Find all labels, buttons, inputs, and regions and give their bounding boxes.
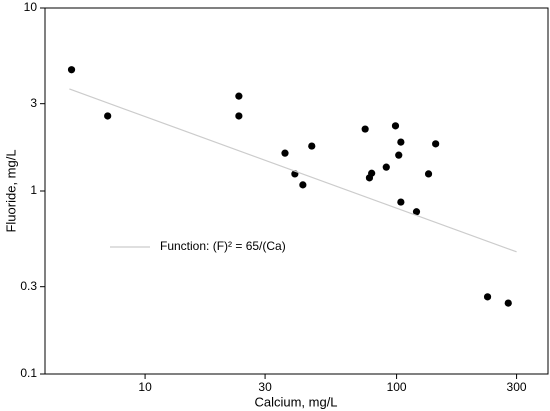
function-line xyxy=(69,88,517,253)
x-tick-label: 30 xyxy=(258,380,272,394)
point xyxy=(395,151,403,159)
point xyxy=(397,138,405,146)
legend-label: Function: (F)² = 65/(Ca) xyxy=(160,239,286,253)
point xyxy=(281,149,289,157)
y-tick-label: 10 xyxy=(24,0,38,14)
point xyxy=(412,208,421,216)
x-tick-label: 10 xyxy=(138,380,152,394)
point xyxy=(235,112,243,120)
y-tick-label: 3 xyxy=(30,96,37,110)
x-tick-label: 300 xyxy=(507,380,527,394)
point xyxy=(397,198,405,206)
point xyxy=(504,299,512,307)
y-tick-label: 1 xyxy=(30,183,37,197)
y-tick-label: 0.3 xyxy=(20,279,37,293)
point xyxy=(308,142,316,150)
x-axis-title: Calcium, mg/L xyxy=(254,394,337,409)
point xyxy=(391,122,400,130)
point xyxy=(432,140,440,148)
point xyxy=(382,163,390,171)
y-axis-title: Fluoride, mg/L xyxy=(3,149,18,232)
point xyxy=(104,112,112,120)
y-tick-label: 0.1 xyxy=(20,366,37,380)
point xyxy=(361,125,369,133)
point xyxy=(299,181,307,189)
plot-frame xyxy=(44,7,549,375)
point xyxy=(424,170,433,178)
point xyxy=(368,169,376,177)
point xyxy=(483,293,492,301)
point xyxy=(67,66,76,74)
x-tick-label: 100 xyxy=(387,380,407,394)
point xyxy=(235,92,243,100)
